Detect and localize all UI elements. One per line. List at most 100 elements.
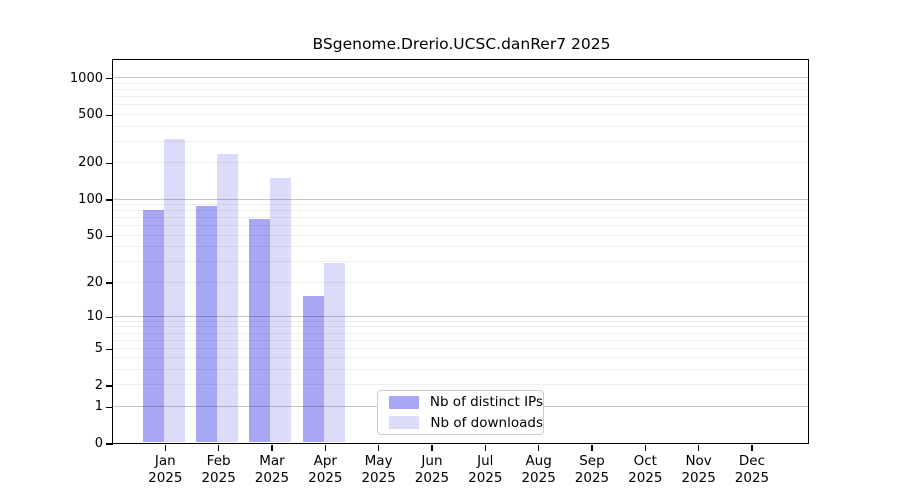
minor-gridline [112,96,809,98]
y-tick-mark [105,348,113,350]
x-tick-year: 2025 [734,470,770,486]
y-tick-mark [105,199,113,201]
minor-gridline [112,246,809,248]
minor-gridline [112,320,809,322]
minor-gridline [112,82,809,84]
y-tick-mark [105,235,113,237]
y-tick-mark [105,114,113,117]
y-tick-mark [105,406,113,408]
x-tick-label: Aug 2025 [511,453,567,487]
x-tick-label: Feb 2025 [191,453,247,487]
minor-gridline [112,89,809,91]
x-tick-year: 2025 [574,470,610,486]
y-tick-mark [105,443,113,445]
bar-distinct-ips-apr [302,295,324,443]
x-tick-mark [324,444,326,451]
y-tick-mark [105,385,113,387]
legend-label-downloads: Nb of downloads [430,414,543,431]
x-tick-mark [377,444,380,451]
bar-distinct-ips-feb [196,205,218,443]
minor-gridline [112,162,809,164]
x-tick-label: Jan 2025 [137,453,193,487]
minor-gridline [112,234,809,236]
x-tick-mark [217,444,220,451]
minor-gridline [112,384,809,386]
y-tick-label: 2 [94,377,103,393]
x-tick-mark [271,444,273,451]
x-tick-year: 2025 [308,470,343,486]
minor-gridline [112,339,809,341]
minor-gridline [112,217,809,219]
x-tick-year: 2025 [468,470,503,486]
chart-title: BSgenome.Drerio.UCSC.danRer7 2025 [312,35,611,53]
bar-distinct-ips-jan [142,209,164,443]
x-tick-year: 2025 [254,470,290,486]
legend-item-distinct-ips: Nb of distinct IPs [378,393,543,411]
x-tick-year: 2025 [414,470,450,486]
x-tick-mark [537,444,540,451]
x-tick-mark [164,444,166,451]
bar-downloads-mar [270,178,292,443]
bar-downloads-feb [217,154,239,443]
bar-downloads-jan [163,139,185,443]
minor-gridline [112,369,809,371]
major-gridline [112,77,809,79]
y-tick-label: 50 [86,227,103,243]
minor-gridline [112,225,809,227]
minor-gridline [112,357,809,359]
y-tick-label: 1000 [69,70,103,86]
y-tick-mark [105,316,113,318]
plot-area: Nb of distinct IPs Nb of downloads [112,59,809,444]
y-tick-mark [105,78,113,80]
x-tick-label: Jul 2025 [457,453,513,487]
y-tick-label: 20 [86,274,103,290]
y-tick-label: 200 [78,155,103,171]
y-tick-label: 100 [78,191,103,207]
y-tick-mark [105,282,113,284]
major-gridline [112,198,809,200]
x-tick-mark [591,444,593,451]
major-gridline [112,315,809,317]
bar-downloads-apr [323,262,345,443]
distinct-ips-swatch [389,395,419,409]
x-tick-year: 2025 [148,470,183,486]
x-tick-year: 2025 [361,470,396,486]
y-tick-label: 1 [94,399,103,415]
minor-gridline [112,140,809,142]
legend: Nb of distinct IPs Nb of downloads [377,390,544,435]
bar-distinct-ips-mar [249,219,271,443]
downloads-swatch [389,416,420,430]
minor-gridline [112,210,809,212]
x-tick-label: Nov 2025 [671,453,727,487]
minor-gridline [112,332,809,334]
x-tick-label: Sep 2025 [564,453,620,487]
x-tick-label: May 2025 [351,453,407,487]
x-tick-label: Mar 2025 [244,453,300,487]
legend-item-downloads: Nb of downloads [378,414,543,432]
x-tick-mark [431,444,433,451]
x-tick-mark [644,444,646,451]
x-tick-mark [697,444,700,451]
minor-gridline [112,326,809,328]
x-tick-label: Apr 2025 [297,453,353,487]
x-tick-year: 2025 [521,470,556,486]
y-tick-label: 10 [86,309,103,324]
x-tick-mark [484,444,486,451]
x-tick-label: Dec 2025 [724,453,780,487]
x-tick-label: Oct 2025 [617,453,673,487]
minor-gridline [112,261,809,262]
x-tick-year: 2025 [628,470,663,486]
minor-gridline [112,347,809,349]
minor-gridline [112,104,809,106]
x-tick-label: Jun 2025 [404,453,460,487]
x-tick-year: 2025 [681,470,716,486]
minor-gridline [112,281,809,283]
minor-gridline [112,204,809,206]
minor-gridline [112,113,809,115]
x-tick-mark [751,444,753,451]
x-tick-year: 2025 [201,470,236,486]
y-tick-label: 5 [94,341,103,357]
y-tick-mark [105,163,113,165]
legend-label-distinct-ips: Nb of distinct IPs [429,394,543,411]
